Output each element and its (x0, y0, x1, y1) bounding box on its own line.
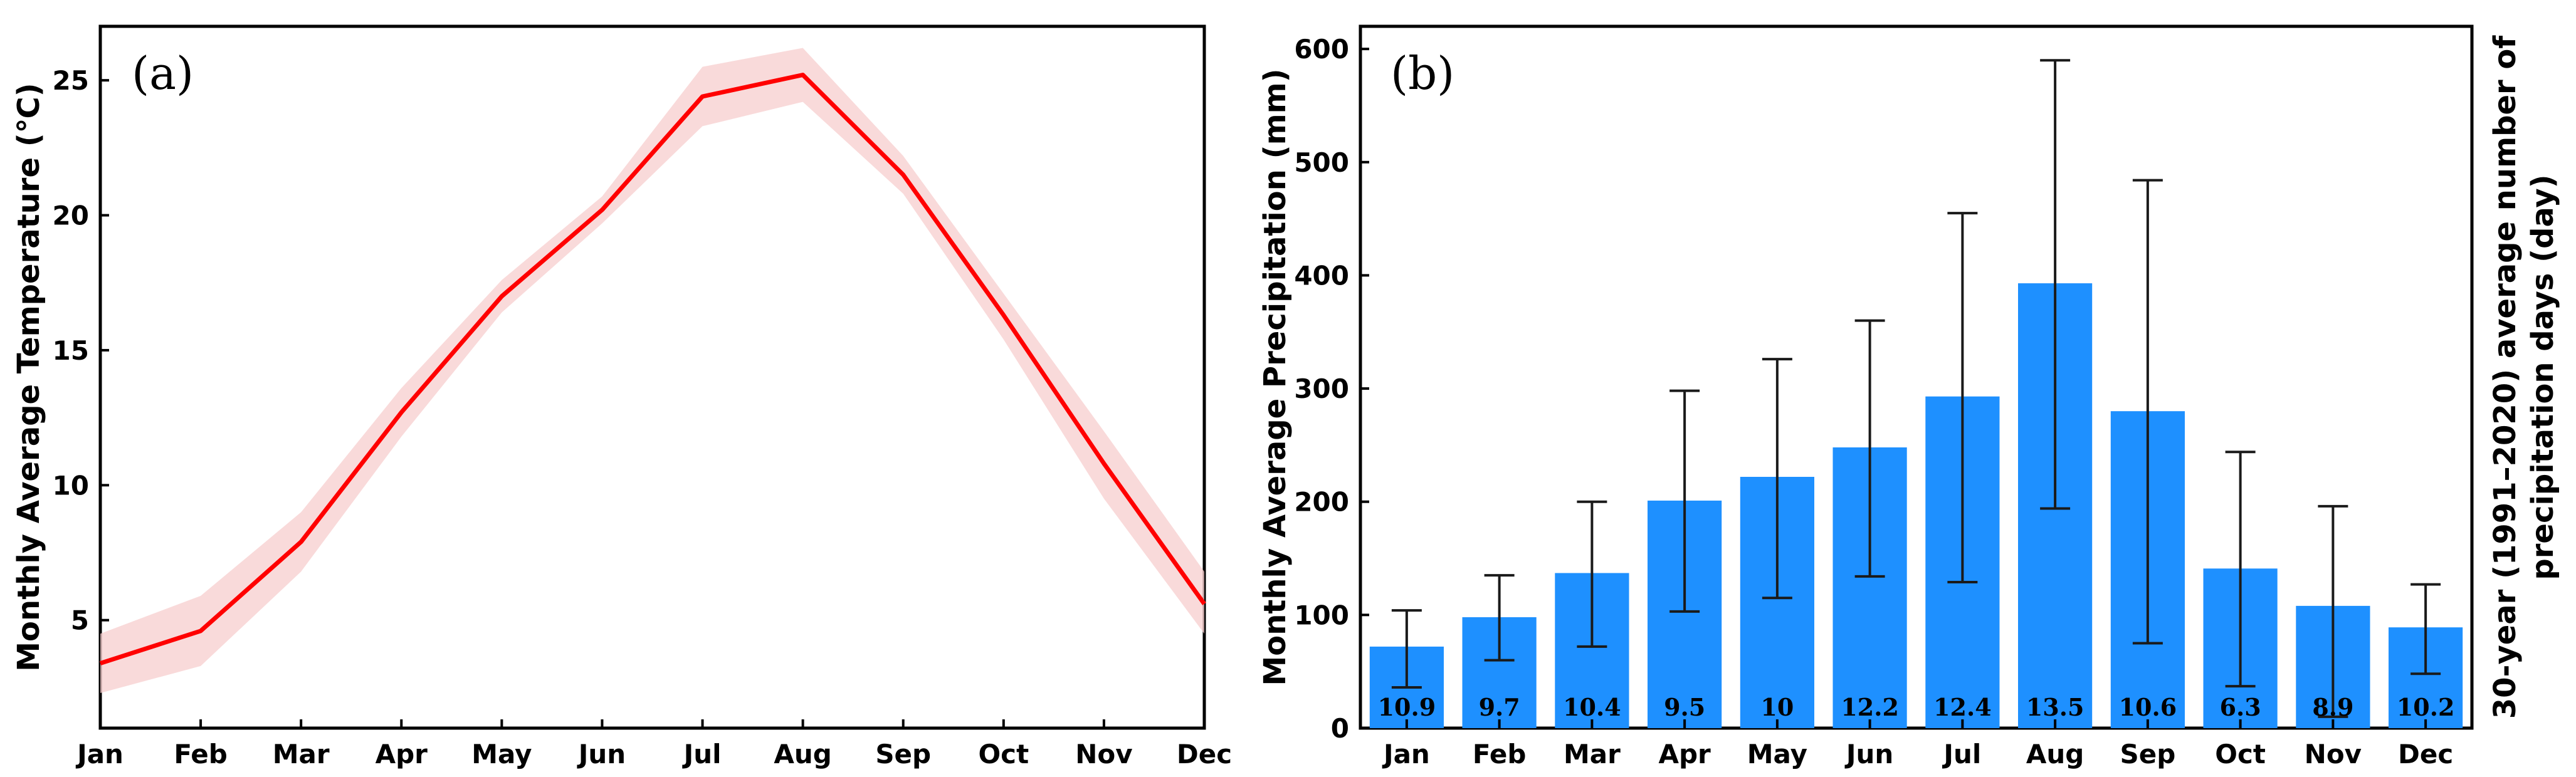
precip-days-label: 8.9 (2312, 693, 2353, 721)
x-tick-label-a: May (471, 739, 532, 769)
precip-days-label: 13.5 (2026, 693, 2084, 721)
precip-days-label: 12.2 (1841, 693, 1899, 721)
y-tick-label-a: 15 (53, 335, 89, 366)
x-tick-label-a: Sep (875, 739, 931, 769)
x-tick-label-b: Sep (2120, 739, 2175, 769)
x-axis-ticks-a: Jan Feb Mar Apr May Jun Jul Aug Sep Oct Nov Dec (75, 719, 1232, 769)
y-tick-label-a: 20 (53, 201, 89, 231)
x-tick-label-a: Jul (682, 739, 722, 769)
precipitation-day-labels: 10.9 9.7 10.4 9.5 10 12.2 12.4 13.5 10.6 6.3 8.9 10… (1378, 693, 2455, 721)
x-tick-label-b: Apr (1658, 739, 1711, 769)
precip-days-label: 12.4 (1933, 693, 1992, 721)
precip-days-label: 6.3 (2220, 693, 2261, 721)
x-tick-label-b: Jan (1382, 739, 1430, 769)
x-axis-ticks-b: Jan Feb Mar Apr May Jun Jul Aug Sep Oct Nov Dec (1382, 719, 2453, 769)
x-tick-label-a: Mar (273, 739, 330, 769)
precip-days-label: 10.2 (2397, 693, 2455, 721)
plot-frame-b (1359, 24, 2474, 730)
x-tick-label-a: Aug (774, 739, 831, 769)
x-tick-label-a: Nov (1075, 739, 1132, 769)
y-axis-label-a: Monthly Average Temperature (℃) (11, 83, 46, 671)
x-tick-label-a: Jan (75, 739, 124, 769)
y-axis-label-b: Monthly Average Precipitation (mm) (1258, 68, 1293, 686)
x-tick-label-b: Jun (1844, 739, 1893, 769)
panel-label-a: (a) (132, 47, 194, 100)
y-axis-ticks-a: 5 10 15 20 25 (53, 65, 109, 636)
temperature-series-line (99, 73, 1206, 665)
x-tick-label-b: Dec (2398, 739, 2453, 769)
x-tick-label-b: Oct (2215, 739, 2266, 769)
precip-days-label: 10.4 (1563, 693, 1621, 721)
y-tick-label-b: 500 (1294, 147, 1349, 178)
precip-days-label: 10 (1760, 693, 1794, 721)
precip-days-label: 9.7 (1479, 693, 1520, 721)
x-tick-label-b: May (1747, 739, 1807, 769)
y-tick-label-b: 400 (1294, 260, 1349, 291)
y-tick-label-b: 100 (1294, 600, 1349, 630)
x-tick-label-a: Jun (577, 739, 626, 769)
x-tick-label-a: Oct (978, 739, 1029, 769)
x-tick-label-a: Apr (376, 739, 428, 769)
y-tick-label-b: 300 (1294, 373, 1349, 404)
precip-days-label: 9.5 (1664, 693, 1705, 721)
x-tick-label-a: Feb (174, 739, 228, 769)
temperature-line (99, 73, 1206, 665)
y-tick-label-a: 25 (53, 65, 89, 96)
x-tick-label-b: Aug (2026, 739, 2084, 769)
x-tick-label-a: Dec (1177, 739, 1232, 769)
precipitation-chart: 10.9 9.7 10.4 9.5 10 12.2 12.4 13.5 10.6 6.3 8.9 10… (1258, 24, 2560, 769)
temperature-chart: 5 10 15 20 25 Jan Feb Mar Apr May Jun Jul Aug Sep Oct… (11, 24, 1232, 769)
y-tick-label-b: 0 (1331, 713, 1349, 744)
precip-days-label: 10.6 (2119, 693, 2177, 721)
precip-days-label: 10.9 (1378, 693, 1436, 721)
y-tick-label-a: 5 (71, 605, 89, 636)
precipitation-error-bars (1391, 59, 2441, 718)
right-axis-label-line2: precipitation days (day) (2525, 174, 2560, 580)
x-tick-label-b: Nov (2305, 739, 2362, 769)
y-tick-label-b: 200 (1294, 487, 1349, 518)
right-axis-label-line1: 30-year (1991–2020) average number of (2488, 35, 2523, 719)
x-tick-label-b: Mar (1564, 739, 1621, 769)
y-axis-ticks-b: 0 100 200 300 400 500 600 (1294, 34, 1369, 744)
x-tick-label-b: Feb (1473, 739, 1527, 769)
x-tick-label-b: Jul (1942, 739, 1981, 769)
y-tick-label-b: 600 (1294, 34, 1349, 65)
y-tick-label-a: 10 (53, 470, 89, 501)
panel-label-b: (b) (1391, 47, 1454, 100)
